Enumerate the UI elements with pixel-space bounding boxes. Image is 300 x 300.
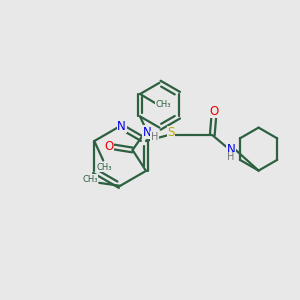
Text: CH₃: CH₃ — [97, 163, 112, 172]
Text: CH₃: CH₃ — [82, 175, 98, 184]
Text: N: N — [143, 126, 152, 139]
Text: O: O — [209, 105, 218, 118]
Text: H: H — [227, 152, 235, 162]
Text: CH₃: CH₃ — [156, 100, 171, 109]
Text: N: N — [117, 120, 126, 133]
Text: S: S — [167, 126, 175, 139]
Text: O: O — [104, 140, 113, 153]
Text: H: H — [151, 132, 158, 142]
Text: N: N — [226, 142, 235, 156]
